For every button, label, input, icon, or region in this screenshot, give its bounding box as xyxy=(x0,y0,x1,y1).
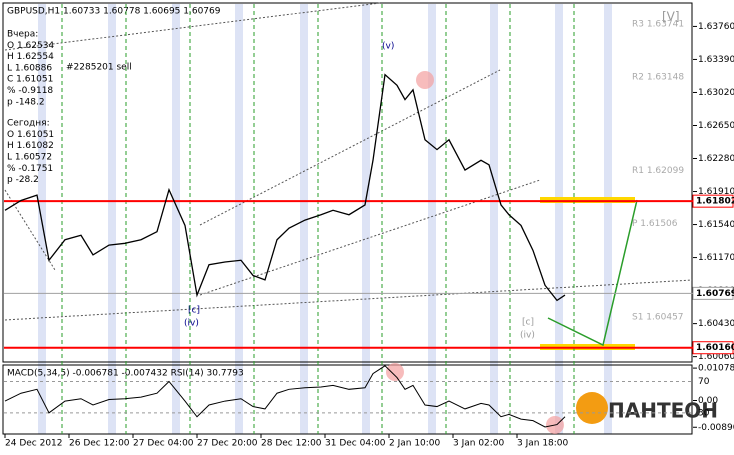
info-line: O 1.61051 xyxy=(7,130,54,140)
info-line: L 1.60572 xyxy=(7,153,52,163)
session-band xyxy=(555,4,563,434)
x-tick-label: 27 Dec 04:00 xyxy=(133,439,194,449)
y-tick-label: 1.63020 xyxy=(698,88,734,98)
level-box xyxy=(692,194,734,208)
info-line: p -148.2 xyxy=(7,97,45,107)
wave-label: (iv) xyxy=(184,319,199,329)
indicator-title: MACD(5,34,5) -0.006781 -0.007432 RSI(14)… xyxy=(7,369,244,379)
x-tick-label: 3 Jan 18:00 xyxy=(517,439,569,449)
order-label: #2285201 sell xyxy=(66,63,132,73)
logo: ПАНТЕОН xyxy=(608,399,718,423)
logo-icon xyxy=(576,392,608,424)
forecast-line xyxy=(547,199,638,347)
info-line: p -28.2 xyxy=(7,175,39,185)
y-tick-label: 1.63390 xyxy=(698,55,734,65)
chart-title: GBPUSD,H1 1.60733 1.60778 1.60695 1.6076… xyxy=(7,7,221,17)
session-band xyxy=(235,4,243,434)
highlight xyxy=(386,363,404,381)
info-line: O 1.62534 xyxy=(7,41,54,51)
info-line: C 1.61051 xyxy=(7,75,53,85)
x-tick-label: 24 Dec 2012 xyxy=(5,439,63,449)
session-band xyxy=(108,4,116,434)
price-line xyxy=(4,73,566,302)
target-zone xyxy=(540,197,635,203)
session-band xyxy=(490,4,498,434)
info-line: % -0.1751 xyxy=(7,164,53,174)
x-tick-label: 28 Dec 12:00 xyxy=(261,439,322,449)
x-tick-label: 27 Dec 20:00 xyxy=(197,439,258,449)
x-tick-label: 26 Dec 12:00 xyxy=(69,439,130,449)
channel-line xyxy=(4,2,381,51)
wave-label: [c] xyxy=(522,318,534,328)
info-line: Вчера: xyxy=(7,30,38,40)
level-box xyxy=(692,286,734,300)
x-tick-label: 31 Dec 04:00 xyxy=(325,439,386,449)
session-band xyxy=(172,4,180,434)
main-frame xyxy=(2,2,693,363)
corner-label: [V] xyxy=(662,10,680,24)
level-box xyxy=(692,341,734,355)
macd-tick-label: -0.008904 xyxy=(698,423,734,433)
pivot-label: R3 1.63741 xyxy=(632,20,684,30)
rsi-line xyxy=(4,365,566,428)
info-line: H 1.62554 xyxy=(7,52,54,62)
pivot-label: P 1.61506 xyxy=(632,219,678,229)
session-band xyxy=(604,4,612,434)
level-label: 1.60769 xyxy=(696,289,734,299)
pivot-label: R2 1.63148 xyxy=(632,73,684,83)
highlight xyxy=(416,71,434,89)
info-line: H 1.61082 xyxy=(7,141,54,151)
info-line: Сегодня: xyxy=(7,119,50,129)
pivot-label: S1 1.60457 xyxy=(632,313,684,323)
wave-label: (v) xyxy=(382,42,394,52)
macd-tick-label: 0.00 xyxy=(698,396,718,406)
channel-line xyxy=(4,279,693,321)
session-band xyxy=(300,4,308,434)
session-band xyxy=(428,4,436,434)
info-panel: GBPUSD,H1 1.60733 1.60778 1.60695 1.6076… xyxy=(7,7,221,186)
macd-tick-label: 0.010788 xyxy=(698,364,734,374)
y-tick-label: 1.60430 xyxy=(698,319,734,329)
rsi-tick-label: 70 xyxy=(698,377,710,387)
y-tick-label: 1.60060 xyxy=(698,352,734,362)
session-band xyxy=(362,4,370,434)
info-line: % -0.9118 xyxy=(7,86,53,96)
level-label: 1.61802 xyxy=(696,197,734,207)
wave-label: (iv) xyxy=(520,331,535,341)
y-tick-label: 1.62650 xyxy=(698,121,734,131)
y-tick-label: 1.61540 xyxy=(698,220,734,230)
wave-label: [c] xyxy=(188,306,200,316)
y-tick-label: 1.63760 xyxy=(698,22,734,32)
y-tick-label: 1.62280 xyxy=(698,154,734,164)
channel-line xyxy=(199,69,501,226)
info-line: L 1.60886 xyxy=(7,63,52,73)
rsi-tick-label: 30 xyxy=(698,408,710,418)
x-tick-label: 3 Jan 02:00 xyxy=(453,439,505,449)
pivot-label: R1 1.62099 xyxy=(632,166,684,176)
y-tick-label: 1.61170 xyxy=(698,253,734,263)
indicator-frame xyxy=(2,364,693,435)
level-label: 1.60160 xyxy=(696,343,734,353)
y-tick-label: 1.61910 xyxy=(698,187,734,197)
x-tick-label: 2 Jan 10:00 xyxy=(389,439,441,449)
